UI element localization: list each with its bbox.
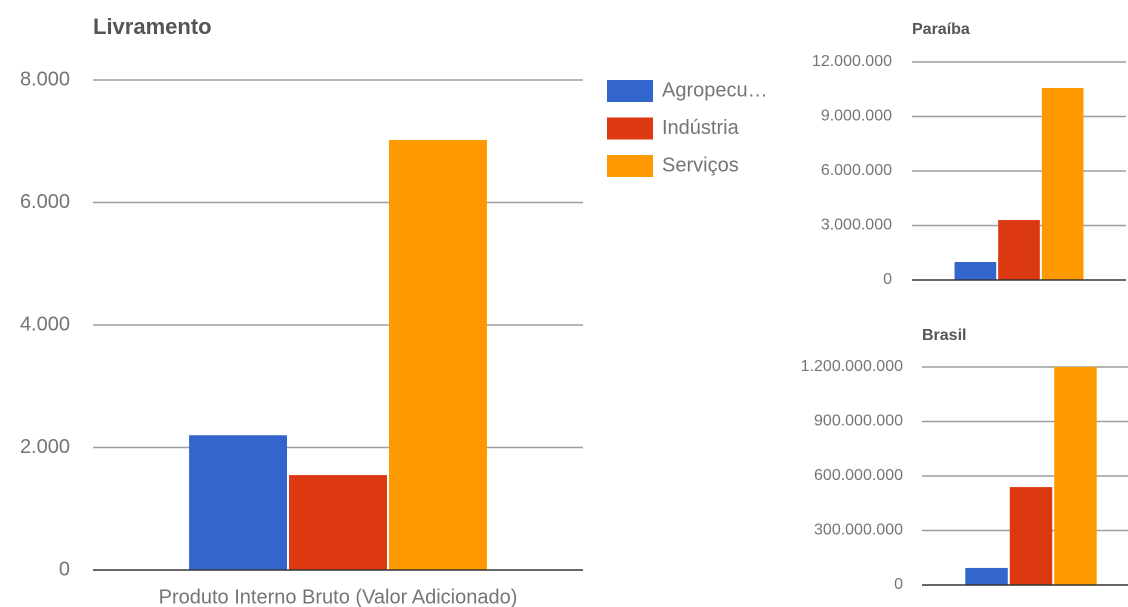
y-tick-label: 6.000 bbox=[20, 191, 70, 213]
bar bbox=[998, 220, 1040, 280]
chart-title: Paraíba bbox=[912, 21, 970, 38]
bar bbox=[388, 140, 487, 570]
legend-swatch bbox=[607, 80, 653, 102]
legend-label: Agropecu… bbox=[662, 79, 768, 101]
y-tick-label: 0 bbox=[883, 271, 892, 288]
chart-title: Livramento bbox=[93, 14, 212, 39]
y-tick-label: 2.000 bbox=[20, 436, 70, 458]
bar bbox=[954, 262, 997, 280]
y-tick-label: 12.000.000 bbox=[812, 53, 892, 70]
bar bbox=[289, 475, 387, 570]
y-tick-label: 1.200.000.000 bbox=[801, 358, 903, 375]
y-tick-label: 0 bbox=[894, 576, 903, 593]
bar bbox=[1041, 87, 1084, 280]
legend-label: Indústria bbox=[662, 117, 740, 139]
y-tick-label: 0 bbox=[59, 558, 70, 580]
bar bbox=[1054, 367, 1097, 585]
bar bbox=[1009, 487, 1053, 585]
y-tick-label: 600.000.000 bbox=[814, 467, 903, 484]
legend-swatch bbox=[607, 155, 653, 177]
y-tick-label: 6.000.000 bbox=[821, 162, 892, 179]
y-tick-label: 300.000.000 bbox=[814, 522, 903, 539]
y-tick-label: 900.000.000 bbox=[814, 413, 903, 430]
y-tick-label: 9.000.000 bbox=[821, 108, 892, 125]
y-tick-label: 8.000 bbox=[20, 68, 70, 90]
y-tick-label: 4.000 bbox=[20, 313, 70, 335]
chart-title: Brasil bbox=[922, 327, 966, 344]
bar bbox=[965, 567, 1008, 585]
x-tick-label: Produto Interno Bruto (Valor Adicionado) bbox=[159, 586, 518, 607]
bar bbox=[189, 435, 288, 570]
legend-label: Serviços bbox=[662, 154, 739, 176]
legend-swatch bbox=[607, 117, 653, 140]
y-tick-label: 3.000.000 bbox=[821, 217, 892, 234]
